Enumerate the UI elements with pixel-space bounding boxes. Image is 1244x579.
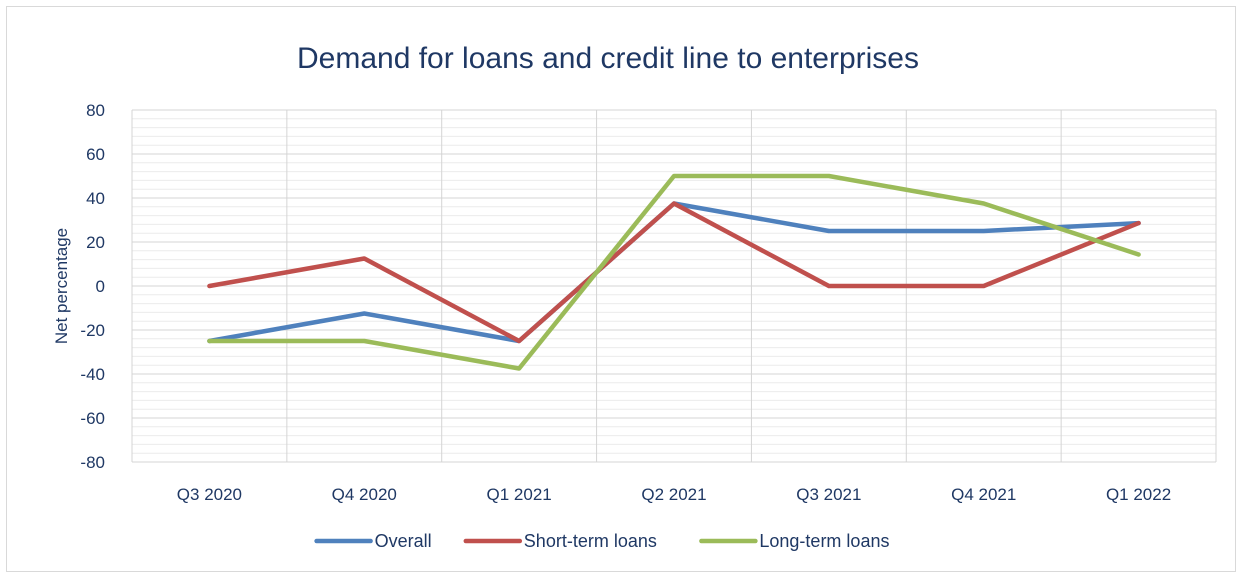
chart-frame [6, 6, 1236, 572]
y-tick-label: -40 [80, 365, 105, 384]
y-tick-label: 80 [86, 101, 105, 120]
x-tick-label: Q4 2020 [332, 485, 397, 504]
grid-layer [131, 109, 1217, 463]
x-tick-label: Q1 2022 [1106, 485, 1171, 504]
x-tick-label: Q2 2021 [641, 485, 706, 504]
legend: Overall Short-term loans Long-term loans [314, 531, 889, 551]
x-tick-label: Q3 2020 [177, 485, 242, 504]
y-tick-label: -80 [80, 453, 105, 472]
series-layer [207, 173, 1141, 371]
y-axis-ticks: 80 60 40 20 0 -20 -40 -60 -80 [80, 101, 105, 472]
y-axis-title: Net percentage [52, 228, 71, 344]
series-line-long-term-loans [207, 173, 1141, 371]
x-tick-label: Q1 2021 [487, 485, 552, 504]
x-axis-ticks: Q3 2020 Q4 2020 Q1 2021 Q2 2021 Q3 2021 Q4 20… [177, 485, 1171, 504]
series-line-short-term-loans [207, 201, 1141, 344]
legend-label-overall: Overall [375, 531, 432, 551]
y-tick-label: 0 [96, 277, 105, 296]
y-tick-label: -60 [80, 409, 105, 428]
y-tick-label: -20 [80, 321, 105, 340]
y-tick-label: 60 [86, 145, 105, 164]
y-tick-label: 40 [86, 189, 105, 208]
y-tick-label: 20 [86, 233, 105, 252]
x-tick-label: Q4 2021 [951, 485, 1016, 504]
legend-label-long-term-loans: Long-term loans [759, 531, 889, 551]
chart-title: Demand for loans and credit line to ente… [297, 42, 919, 75]
legend-label-short-term-loans: Short-term loans [524, 531, 657, 551]
x-tick-label: Q3 2021 [796, 485, 861, 504]
